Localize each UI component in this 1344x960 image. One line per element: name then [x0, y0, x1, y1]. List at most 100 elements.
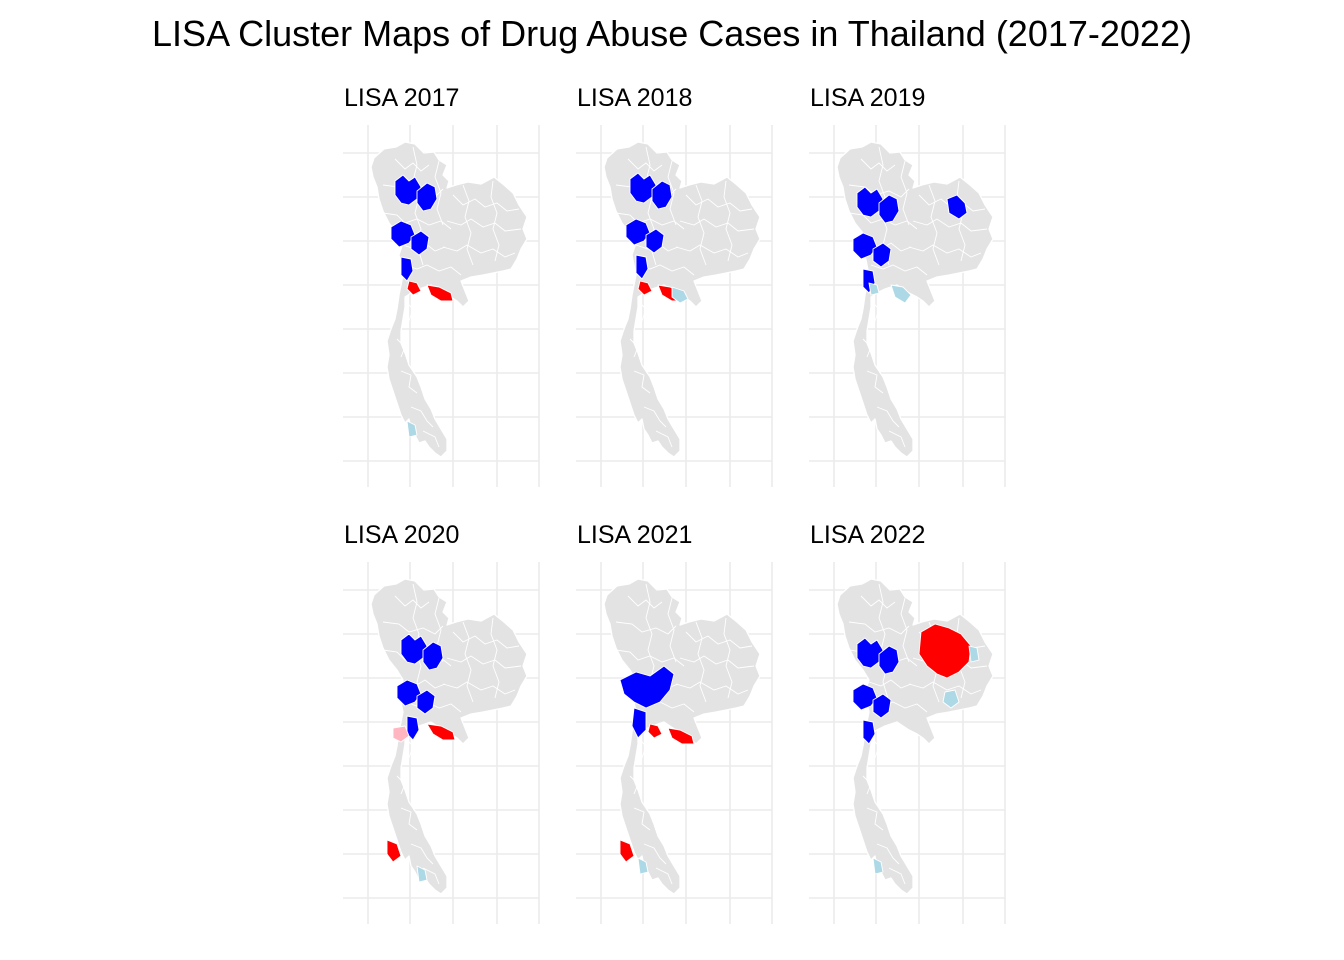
cluster-low-low — [400, 256, 414, 282]
panel-title: LISA 2018 — [577, 84, 693, 112]
thailand-map — [576, 125, 773, 487]
cluster-low-high — [890, 284, 912, 304]
province-border — [627, 595, 663, 609]
cluster-low-high — [868, 282, 880, 296]
province-border — [446, 655, 522, 669]
cluster-low-low — [862, 719, 876, 745]
cluster-high-high — [667, 727, 695, 745]
cluster-high-high — [637, 280, 653, 296]
province-border — [396, 775, 406, 795]
thailand-map — [343, 125, 540, 487]
province-border — [655, 867, 673, 885]
cluster-low-high — [637, 857, 649, 875]
province-border — [862, 338, 872, 358]
province-border — [675, 681, 749, 695]
province-border — [928, 184, 940, 266]
province-border — [685, 194, 753, 212]
province-border — [878, 583, 890, 703]
province-border — [956, 180, 966, 262]
province-border — [900, 160, 910, 226]
province-border — [848, 621, 910, 635]
province-border — [862, 775, 872, 795]
province-border — [629, 775, 639, 795]
province-border — [870, 264, 928, 276]
province-border — [870, 300, 880, 322]
thailand-land — [836, 141, 994, 458]
province-border — [912, 218, 988, 232]
province-border — [848, 184, 910, 198]
province-border — [866, 807, 884, 831]
province-border — [655, 430, 673, 448]
province-border — [452, 194, 520, 212]
province-border — [643, 406, 667, 428]
map-panel — [343, 562, 540, 924]
province-border — [627, 158, 663, 172]
cluster-high-high — [426, 284, 454, 302]
cluster-low-low — [878, 645, 900, 675]
cluster-high-high — [406, 280, 422, 296]
province-border — [400, 370, 418, 394]
province-border — [868, 679, 912, 689]
map-panel — [343, 125, 540, 487]
province-border — [462, 184, 474, 266]
province-border — [908, 244, 982, 258]
cluster-high-low — [392, 725, 410, 743]
chart-title: LISA Cluster Maps of Drug Abuse Cases in… — [152, 13, 1192, 54]
province-border — [442, 681, 516, 695]
province-border — [667, 597, 677, 663]
province-border — [452, 631, 520, 649]
thailand-map — [809, 125, 1006, 487]
province-border — [490, 180, 500, 262]
province-border — [400, 807, 418, 831]
province-border — [908, 681, 982, 695]
cluster-low-low — [416, 182, 438, 212]
province-border — [679, 218, 755, 232]
cluster-low-low — [651, 180, 673, 210]
province-border — [410, 843, 434, 865]
map-panel — [576, 562, 773, 924]
thailand-land — [603, 578, 761, 895]
province-border — [404, 737, 414, 759]
thailand-map — [809, 562, 1006, 924]
cluster-low-low — [631, 707, 647, 739]
cluster-high-high — [426, 723, 456, 741]
province-border — [404, 300, 414, 322]
map-panel — [809, 562, 1006, 924]
province-border — [723, 617, 733, 699]
province-border — [860, 158, 896, 172]
cluster-high-high — [647, 723, 663, 739]
province-border — [685, 631, 753, 649]
province-border — [633, 807, 651, 831]
province-border — [900, 597, 910, 663]
province-border — [615, 621, 677, 635]
province-border — [382, 621, 444, 635]
panel-title: LISA 2020 — [344, 521, 460, 549]
province-border — [446, 218, 522, 232]
cluster-low-low — [872, 242, 892, 268]
cluster-low-high — [671, 286, 689, 304]
cluster-low-low — [410, 230, 430, 256]
map-panel — [809, 125, 1006, 487]
province-border — [396, 338, 406, 358]
cluster-low-high — [416, 865, 428, 883]
province-border — [434, 160, 444, 226]
province-border — [695, 184, 707, 266]
province-border — [490, 617, 500, 699]
cluster-low-low — [878, 194, 900, 224]
thailand-land — [603, 141, 761, 458]
province-border — [643, 843, 667, 865]
province-border — [637, 300, 647, 322]
cluster-low-low — [946, 194, 968, 220]
cluster-low-high — [872, 857, 884, 875]
province-border — [876, 406, 900, 428]
cluster-low-high — [942, 689, 960, 709]
province-border — [679, 655, 755, 669]
province-border — [888, 430, 906, 448]
province-border — [695, 621, 707, 703]
province-border — [866, 370, 884, 394]
panel-title: LISA 2021 — [577, 521, 693, 549]
province-border — [410, 406, 434, 428]
cluster-low-low — [872, 693, 892, 719]
province-border — [422, 867, 440, 885]
cluster-high-high — [386, 839, 402, 863]
